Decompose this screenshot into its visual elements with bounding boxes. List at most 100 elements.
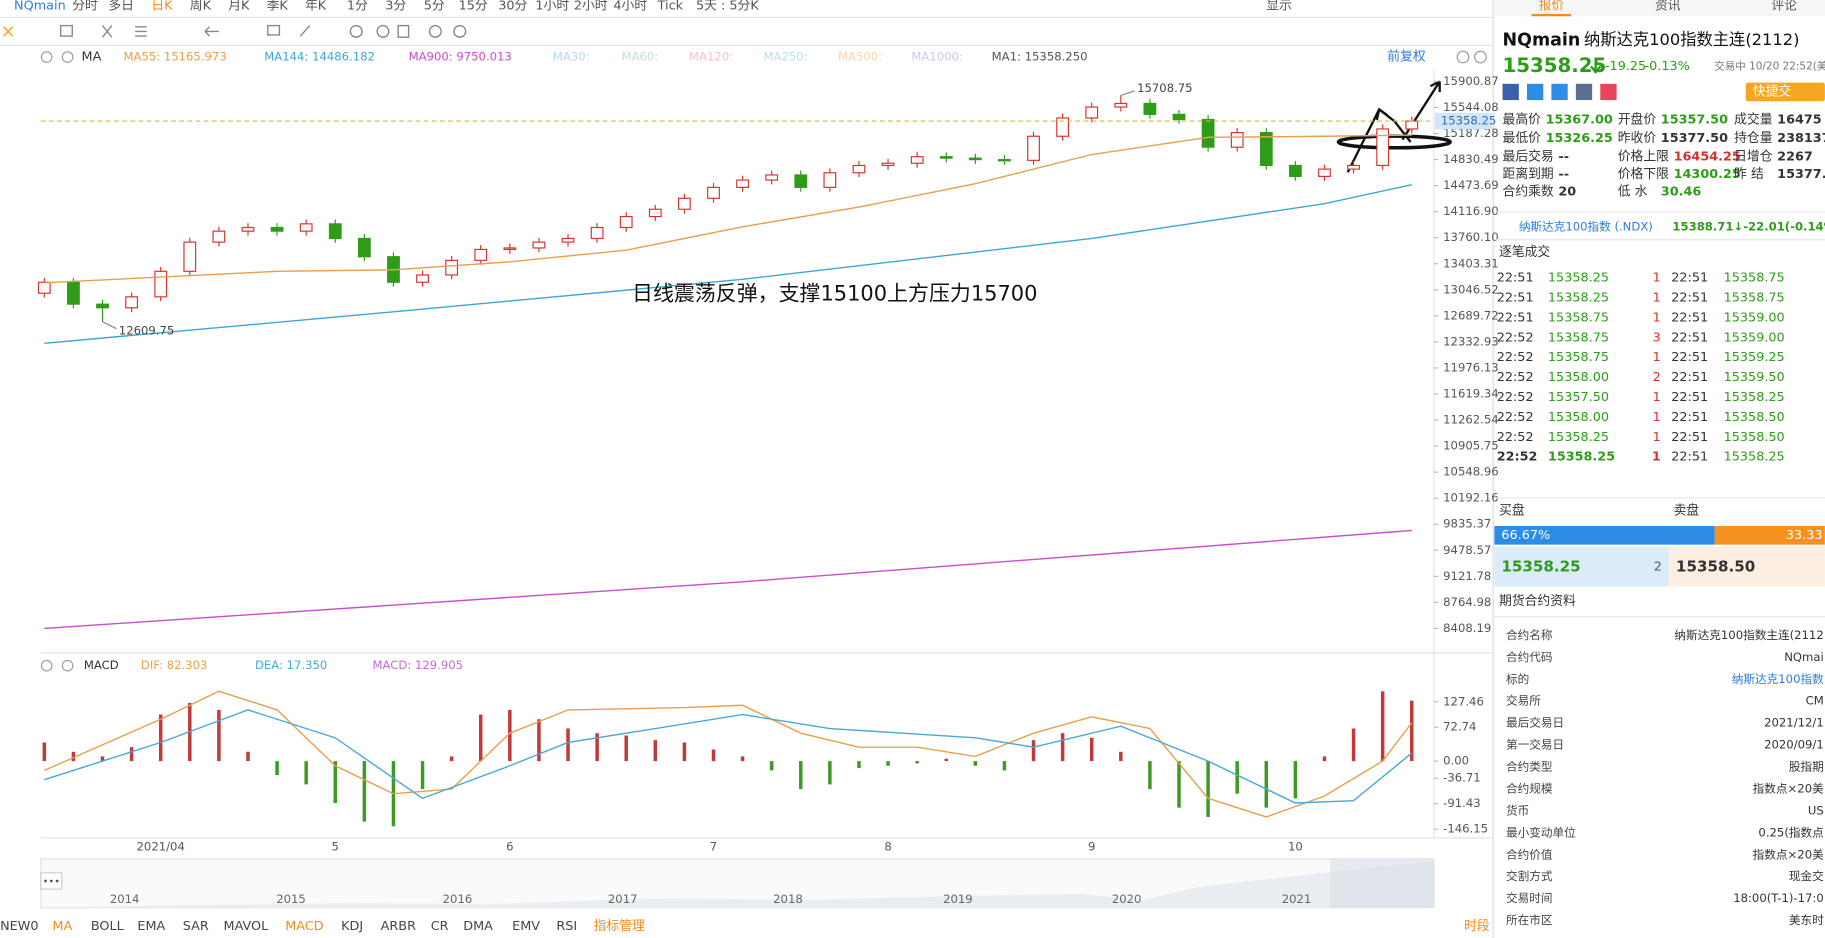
macd-bar [886, 761, 890, 766]
navigator[interactable] [40, 858, 1435, 909]
period-button[interactable]: 时段 [1464, 919, 1490, 934]
app-icon[interactable] [1551, 83, 1568, 101]
indicator-tab[interactable]: CR [431, 919, 449, 934]
adjust-mode[interactable]: 前复权 [1387, 49, 1426, 65]
panel-tab[interactable]: 资讯 [1655, 0, 1681, 13]
macd-bar [973, 761, 978, 766]
panel-tab[interactable]: 评论 [1771, 0, 1797, 13]
indicator-tab[interactable]: MAVOL [224, 919, 270, 934]
tool-icon[interactable] [453, 24, 467, 38]
indicator-tab[interactable]: KDJ [341, 919, 363, 934]
settings-icon[interactable] [40, 51, 53, 63]
indicator-tab[interactable]: ARBR [381, 919, 416, 934]
tool-icon[interactable] [135, 26, 147, 37]
fav-icon[interactable] [1600, 83, 1617, 101]
y-tick-label: 11976.13 [1443, 360, 1498, 374]
quick-trade-label[interactable]: 快捷交 [1753, 83, 1792, 99]
candle-body [183, 241, 197, 272]
period-tab[interactable]: 3分 [385, 0, 406, 13]
indicator-manage[interactable]: 指标管理 [594, 919, 645, 934]
macd-bar [711, 749, 716, 762]
settings-icon[interactable] [40, 659, 53, 672]
indicator-tab[interactable]: MA [52, 919, 72, 934]
candle-body [299, 223, 313, 232]
indicator-tab[interactable]: BOLL [91, 919, 125, 934]
indicator-tab[interactable]: RSI [556, 919, 577, 934]
candle-body [416, 274, 429, 283]
trade-time: 22:52 [1497, 410, 1534, 425]
contract-label: 第一交易日 [1506, 738, 1564, 752]
bid-price: 15358.25 [1501, 557, 1580, 575]
y-tick-label: 14830.49 [1443, 152, 1498, 166]
period-tab[interactable]: 2小时 [574, 0, 608, 13]
period-tab[interactable]: 15分 [459, 0, 488, 13]
ma-legend-inactive: MA30: [553, 50, 590, 64]
indicator-tab[interactable]: SAR [183, 919, 209, 934]
panel-tab[interactable]: 报价 [1539, 0, 1565, 13]
period-tab[interactable]: 分时 [72, 0, 98, 13]
app-icon[interactable] [1526, 83, 1544, 101]
period-tab[interactable]: 季K [267, 0, 289, 13]
tool-icon[interactable] [267, 24, 281, 36]
index-name[interactable]: 纳斯达克100指数 (.NDX) [1519, 219, 1653, 233]
tool-icon[interactable] [376, 24, 390, 38]
indicator-tab[interactable]: MACD [285, 919, 324, 934]
macd-line [44, 709, 1413, 804]
navigator-window[interactable] [1330, 858, 1434, 908]
close-icon[interactable] [61, 659, 74, 672]
tool-icon[interactable] [101, 25, 113, 38]
dot [55, 879, 59, 883]
period-tab[interactable]: 1分 [347, 0, 368, 13]
macd-bar [624, 735, 628, 762]
trade-price: 15358.25 [1548, 271, 1609, 286]
close-icon[interactable] [61, 51, 74, 63]
indicator-tab[interactable]: EMV [512, 919, 540, 934]
period-tab[interactable]: 日K [151, 0, 173, 13]
period-tab[interactable]: 多日 [108, 0, 134, 13]
quote-icons[interactable] [1502, 83, 1617, 101]
period-tab[interactable]: 30分 [498, 0, 527, 13]
period-tab[interactable]: 月K [228, 0, 250, 13]
candle-body [212, 230, 226, 243]
tool-icon[interactable] [299, 25, 311, 37]
period-tab[interactable]: 1小时 [535, 0, 569, 13]
drawing-tools[interactable] [3, 24, 467, 38]
flag-icon[interactable] [1502, 83, 1519, 101]
period-tab[interactable]: 年K [305, 0, 327, 13]
tool-icon[interactable] [3, 26, 14, 37]
trade-time: 22:51 [1671, 350, 1708, 365]
macd-bar [362, 761, 367, 822]
y-tick-label: 12332.93 [1443, 334, 1498, 348]
indicator-name[interactable]: MACD [84, 658, 119, 672]
zoom-out[interactable] [1474, 50, 1487, 64]
macd-bar [828, 761, 832, 785]
trade-price: 15357.50 [1548, 390, 1609, 405]
app-icon[interactable] [1575, 83, 1593, 101]
tool-icon[interactable] [204, 26, 219, 37]
tool-icon[interactable] [59, 24, 73, 37]
tool-icon[interactable] [349, 24, 363, 38]
stat-value: 30.46 [1661, 185, 1702, 200]
tool-icon[interactable] [397, 24, 410, 38]
indicator-tab[interactable]: DMA [463, 919, 493, 934]
indicator-tab[interactable]: EMA [137, 919, 165, 934]
period-tab[interactable]: 4小时 [613, 0, 647, 13]
display-menu[interactable]: 显示 [1266, 0, 1292, 13]
candle-body [939, 156, 953, 159]
contract-label: 标的 [1506, 672, 1529, 686]
zoom-in[interactable] [1456, 50, 1470, 64]
candle-body [998, 159, 1011, 162]
indicator-tab[interactable]: NEW0 [0, 919, 38, 934]
period-tab[interactable]: 周K [190, 0, 212, 13]
macd-bar [566, 728, 570, 762]
indicator-name[interactable]: MA [82, 50, 102, 65]
period-tab[interactable]: 5天 : 5分K [696, 0, 759, 13]
trade-volume: 1 [1653, 310, 1661, 325]
tool-icon[interactable] [428, 24, 442, 38]
period-tab[interactable]: Tick [657, 0, 684, 13]
trade-volume: 1 [1652, 450, 1661, 465]
pane-controls[interactable] [40, 50, 1487, 672]
period-tab[interactable]: 5分 [424, 0, 445, 13]
stat-label: 合约乘数 [1503, 185, 1554, 200]
quick-trade-button[interactable] [1745, 82, 1825, 102]
